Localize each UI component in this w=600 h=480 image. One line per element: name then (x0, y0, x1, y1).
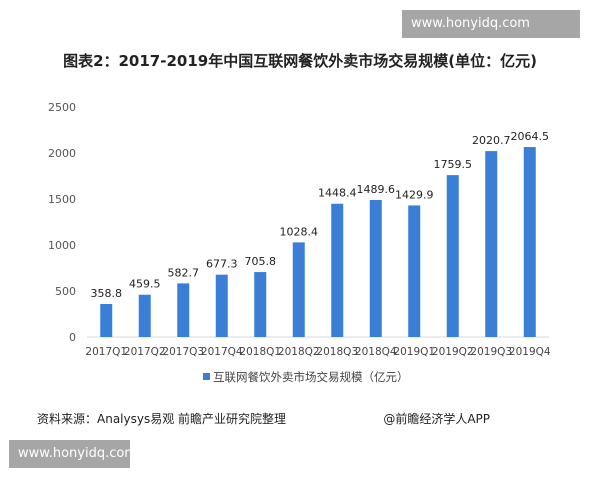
bar (138, 294, 151, 337)
bar (485, 151, 498, 337)
y-tick-label: 2500 (48, 101, 76, 114)
data-label: 1028.4 (280, 225, 319, 238)
data-label: 1759.5 (434, 158, 473, 171)
data-label: 2020.7 (472, 134, 511, 147)
x-tick-label: 2018Q4 (355, 346, 397, 358)
bar (100, 303, 113, 337)
watermark-bottom: www.honyidq.com (9, 440, 137, 468)
legend-label: 互联网餐饮外卖市场交易规模（亿元） (213, 370, 409, 384)
bar (331, 203, 344, 337)
data-label: 582.7 (168, 266, 200, 279)
data-label: 1429.9 (395, 188, 434, 201)
x-tick-label: 2018Q3 (316, 346, 358, 358)
bar (446, 175, 459, 337)
x-tick-label: 2019Q4 (509, 346, 551, 358)
legend-swatch (203, 373, 210, 380)
y-tick-label: 500 (55, 285, 76, 298)
data-label: 358.8 (91, 287, 123, 300)
x-tick-label: 2018Q2 (278, 346, 320, 358)
x-tick-label: 2017Q1 (85, 346, 127, 358)
y-tick-label: 0 (69, 331, 76, 344)
bar (369, 199, 382, 337)
bar (292, 242, 305, 337)
x-tick-label: 2017Q3 (162, 346, 204, 358)
bar (254, 272, 267, 337)
credit-note: @前瞻经济学人APP (383, 412, 490, 426)
x-tick-label: 2018Q1 (239, 346, 281, 358)
data-label: 1489.6 (357, 183, 396, 196)
x-tick-label: 2017Q4 (201, 346, 243, 358)
x-tick-label: 2019Q2 (432, 346, 474, 358)
y-tick-label: 1000 (48, 239, 76, 252)
y-tick-label: 1500 (48, 193, 76, 206)
bar (215, 274, 228, 337)
x-tick-label: 2017Q2 (124, 346, 166, 358)
data-label: 705.8 (245, 255, 277, 268)
x-tick-label: 2019Q1 (393, 346, 435, 358)
bar (177, 283, 190, 337)
data-label: 1448.4 (318, 187, 357, 200)
bar (523, 147, 536, 337)
bar-chart: 0 500 1000 1500 2000 2500 358.8 2017Q1 459.5 2017… (48, 101, 551, 384)
data-label: 459.5 (129, 278, 161, 291)
chart-title: 图表2：2017-2019年中国互联网餐饮外卖市场交易规模(单位：亿元) (63, 52, 537, 70)
x-tick-label: 2019Q3 (470, 346, 512, 358)
bar (408, 205, 421, 337)
watermark-top: www.honyidq.com (402, 10, 580, 38)
source-note: 资料来源：Analysys易观 前瞻产业研究院整理 (37, 412, 287, 426)
y-tick-label: 2000 (48, 147, 76, 160)
data-label: 2064.5 (511, 130, 550, 143)
data-label: 677.3 (206, 258, 238, 271)
